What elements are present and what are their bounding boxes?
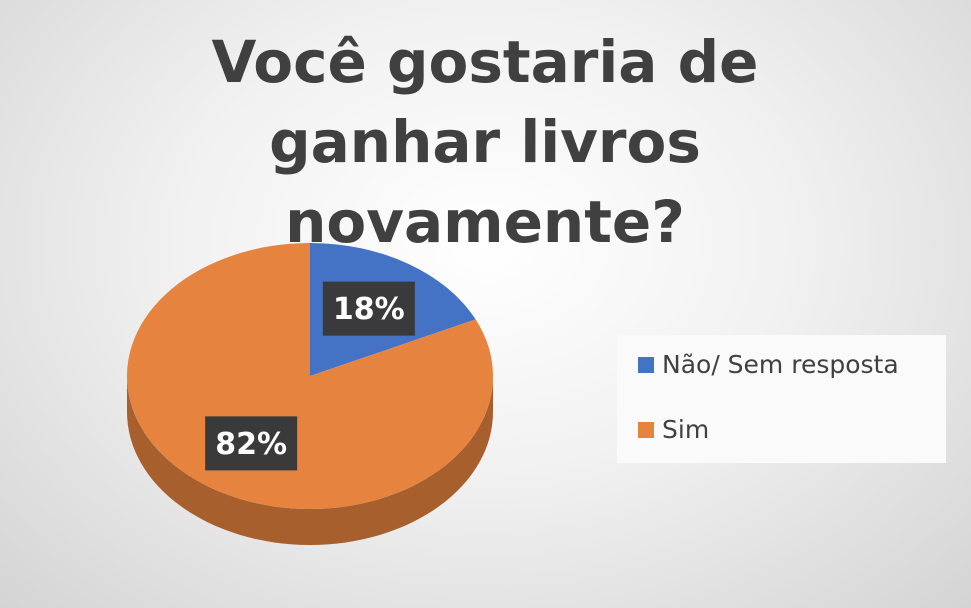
legend-label: Não/ Sem resposta: [662, 350, 899, 379]
legend-swatch: [638, 357, 654, 373]
data-label-box: [322, 281, 415, 336]
legend-swatch: [638, 422, 654, 438]
pie-side: [127, 376, 493, 545]
legend-box: [617, 335, 946, 463]
data-label: 18%: [333, 292, 405, 327]
data-label-box: [205, 416, 298, 471]
legend-label: Sim: [662, 415, 709, 444]
data-label: 82%: [215, 427, 287, 462]
chart-title: Você gostaria de ganhar livros novamente…: [211, 28, 759, 256]
